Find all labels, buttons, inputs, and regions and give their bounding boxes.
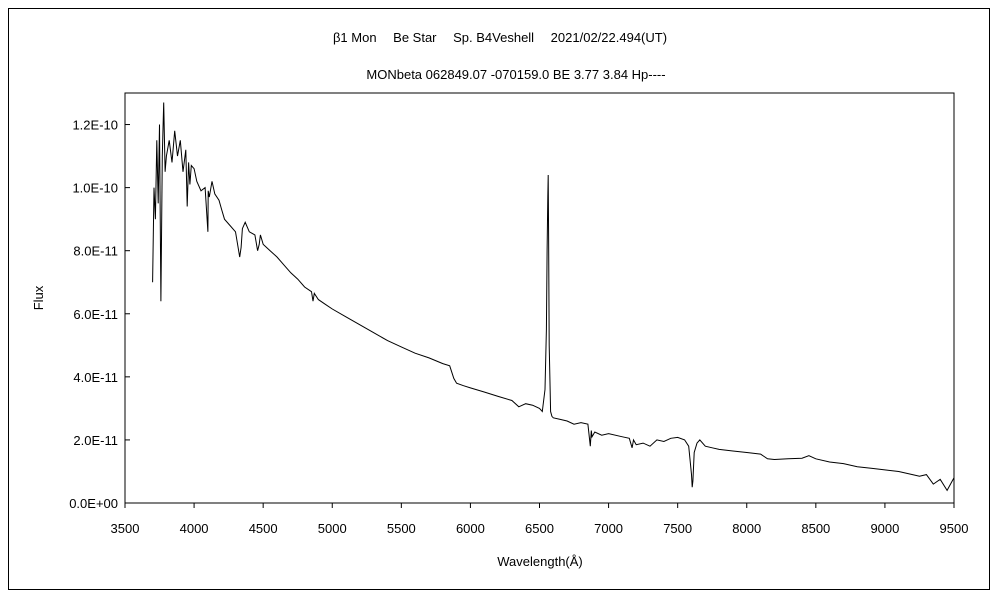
y-tick-label: 8.0E-11 <box>73 244 118 259</box>
x-tick-label: 8000 <box>732 521 761 536</box>
x-tick-label: 4000 <box>180 521 209 536</box>
x-axis-label: Wavelength(Å) <box>497 554 583 569</box>
x-tick-label: 9500 <box>940 521 969 536</box>
y-tick-label: 6.0E-11 <box>73 307 118 322</box>
x-tick-label: 7000 <box>594 521 623 536</box>
x-tick-label: 6500 <box>525 521 554 536</box>
x-tick-label: 6000 <box>456 521 485 536</box>
y-axis-label: Flux <box>31 285 46 310</box>
spectrum-line <box>152 102 955 492</box>
x-tick-label: 3500 <box>111 521 140 536</box>
chart-title: β1 Mon Be Star Sp. B4Veshell 2021/02/22.… <box>333 30 667 45</box>
series-group <box>152 102 955 492</box>
x-tick-label: 8500 <box>801 521 830 536</box>
y-tick-label: 2.0E-11 <box>73 433 118 448</box>
x-tick-label: 5500 <box>387 521 416 536</box>
chart-subtitle: MONbeta 062849.07 -070159.0 BE 3.77 3.84… <box>366 67 665 82</box>
y-tick-label: 4.0E-11 <box>73 370 118 385</box>
x-axis: 3500 4000 4500 5000 5500 6000 6500 7000 7500 8000… <box>111 503 969 536</box>
x-tick-label: 7500 <box>663 521 692 536</box>
chart-frame <box>8 8 990 590</box>
plot-area <box>124 92 955 504</box>
y-tick-label: 0.0E+00 <box>69 496 118 511</box>
x-tick-label: 9000 <box>870 521 899 536</box>
x-tick-label: 4500 <box>249 521 278 536</box>
y-tick-label: 1.0E-10 <box>72 181 118 196</box>
x-tick-label: 5000 <box>318 521 347 536</box>
y-axis: 0.0E+00 2.0E-11 4.0E-11 6.0E-11 8.0E-11 1.0E-… <box>69 118 130 511</box>
y-tick-label: 1.2E-10 <box>72 118 118 133</box>
